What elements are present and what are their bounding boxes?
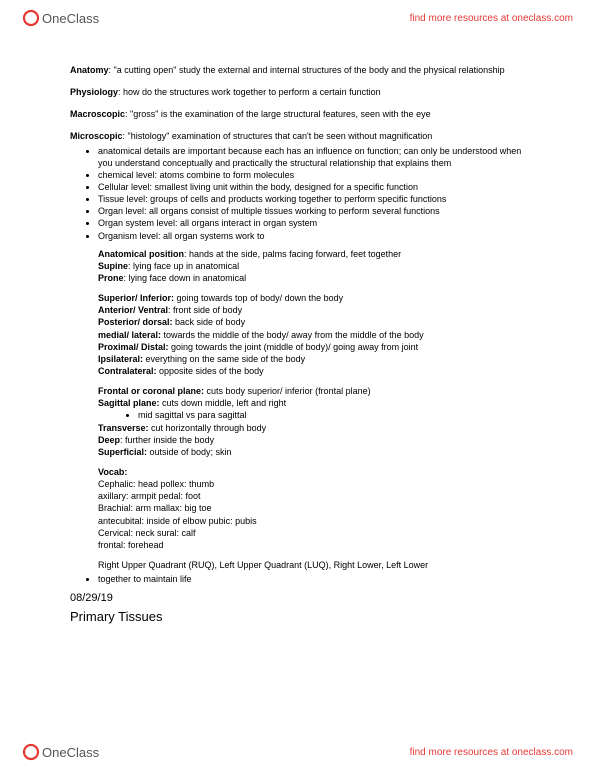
position-text: : lying face down in anatomical [124,273,247,283]
direction-line: medial/ lateral: towards the middle of t… [98,329,535,341]
vocab-line: frontal: forehead [98,539,535,551]
microscopic-label: Microscopic [70,131,123,141]
direction-label: Anterior/ Ventral [98,305,168,315]
list-item: together to maintain life [98,573,535,585]
plane-line: Deep: further inside the body [98,434,535,446]
direction-label: Contralateral: [98,366,157,376]
physiology-label: Physiology [70,87,118,97]
logo-icon [22,9,40,27]
plane-text: cuts body superior/ inferior (frontal pl… [204,386,371,396]
direction-line: Contralateral: opposite sides of the bod… [98,365,535,377]
direction-line: Anterior/ Ventral: front side of body [98,304,535,316]
brand-logo-footer: OneClass [22,743,99,761]
vocab-line: Cephalic: head pollex: thumb [98,478,535,490]
position-label: Prone [98,273,124,283]
microscopic-bullets: anatomical details are important because… [70,145,535,242]
list-item: Tissue level: groups of cells and produc… [98,193,535,205]
direction-text: everything on the same side of the body [143,354,305,364]
vocab-line: axillary: armpit pedal: foot [98,490,535,502]
anatomy-para: Anatomy: "a cutting open" study the exte… [70,64,535,76]
position-label: Supine [98,261,128,271]
document-content: Anatomy: "a cutting open" study the exte… [70,64,535,626]
direction-text: going towards the joint (middle of body)… [169,342,419,352]
list-item: Organ level: all organs consist of multi… [98,205,535,217]
plane-line: Sagittal plane: cuts down middle, left a… [98,397,535,409]
plane-line: Transverse: cut horizontally through bod… [98,422,535,434]
direction-label: Ipsilateral: [98,354,143,364]
macroscopic-label: Macroscopic [70,109,125,119]
logo-icon [22,743,40,761]
plane-text: cuts down middle, left and right [160,398,287,408]
position-text: : lying face up in anatomical [128,261,239,271]
vocab-line: Brachial: arm mallax: big toe [98,502,535,514]
direction-text: : front side of body [168,305,242,315]
plane-label: Sagittal plane: [98,398,160,408]
header-bar: OneClass find more resources at oneclass… [0,0,595,36]
list-item: Cellular level: smallest living unit wit… [98,181,535,193]
plane-text: cut horizontally through body [149,423,267,433]
position-label: Anatomical position [98,249,184,259]
direction-line: Proximal/ Distal: going towards the join… [98,341,535,353]
macroscopic-text: : "gross" is the examination of the larg… [125,109,431,119]
direction-text: towards the middle of the body/ away fro… [161,330,424,340]
anatomy-label: Anatomy [70,65,109,75]
brand-logo: OneClass [22,9,99,27]
list-item: Organism level: all organ systems work t… [98,230,535,242]
position-line: Supine: lying face up in anatomical [98,260,535,272]
vocab-block: Vocab: Cephalic: head pollex: thumb axil… [70,466,535,551]
direction-label: Proximal/ Distal: [98,342,169,352]
vocab-line: Cervical: neck sural: calf [98,527,535,539]
plane-label: Superficial: [98,447,147,457]
macroscopic-para: Macroscopic: "gross" is the examination … [70,108,535,120]
primary-tissues-heading: Primary Tissues [70,608,535,626]
quadrants-sub-list: together to maintain life [70,573,535,585]
direction-line: Superior/ Inferior: going towards top of… [98,292,535,304]
position-line: Anatomical position: hands at the side, … [98,248,535,260]
list-item: anatomical details are important because… [98,145,535,169]
plane-text: : further inside the body [120,435,214,445]
plane-label: Frontal or coronal plane: [98,386,204,396]
microscopic-text: : "histology" examination of structures … [123,131,433,141]
direction-line: Ipsilateral: everything on the same side… [98,353,535,365]
vocab-line: antecubital: inside of elbow pubic: pubi… [98,515,535,527]
list-item: Organ system level: all organs interact … [98,217,535,229]
direction-text: opposite sides of the body [157,366,264,376]
resources-link-top[interactable]: find more resources at oneclass.com [410,13,573,24]
direction-text: going towards top of body/ down the body [174,293,343,303]
quadrants-line: Right Upper Quadrant (RUQ), Left Upper Q… [98,559,535,571]
position-text: : hands at the side, palms facing forwar… [184,249,401,259]
microscopic-para: Microscopic: "histology" examination of … [70,130,535,142]
physiology-text: : how do the structures work together to… [118,87,381,97]
plane-line: Superficial: outside of body; skin [98,446,535,458]
brand-name-footer: OneClass [42,745,99,760]
list-item: chemical level: atoms combine to form mo… [98,169,535,181]
list-item: mid sagittal vs para sagittal [138,409,535,421]
direction-line: Posterior/ dorsal: back side of body [98,316,535,328]
brand-name: OneClass [42,11,99,26]
direction-label: Posterior/ dorsal: [98,317,173,327]
directions-block: Superior/ Inferior: going towards top of… [70,292,535,377]
physiology-para: Physiology: how do the structures work t… [70,86,535,98]
date-line: 08/29/19 [70,591,535,606]
plane-label: Transverse: [98,423,149,433]
planes-block: Frontal or coronal plane: cuts body supe… [70,385,535,458]
anatomy-text: : "a cutting open" study the external an… [109,65,505,75]
plane-text: outside of body; skin [147,447,232,457]
direction-label: medial/ lateral: [98,330,161,340]
footer-bar: OneClass find more resources at oneclass… [0,734,595,770]
plane-label: Deep [98,435,120,445]
vocab-label: Vocab: [98,466,535,478]
direction-label: Superior/ Inferior: [98,293,174,303]
plane-line: Frontal or coronal plane: cuts body supe… [98,385,535,397]
positions-block: Anatomical position: hands at the side, … [70,248,535,284]
resources-link-bottom[interactable]: find more resources at oneclass.com [410,747,573,758]
position-line: Prone: lying face down in anatomical [98,272,535,284]
quadrants-block: Right Upper Quadrant (RUQ), Left Upper Q… [70,559,535,571]
sagittal-sub-list: mid sagittal vs para sagittal [98,409,535,421]
direction-text: back side of body [173,317,246,327]
